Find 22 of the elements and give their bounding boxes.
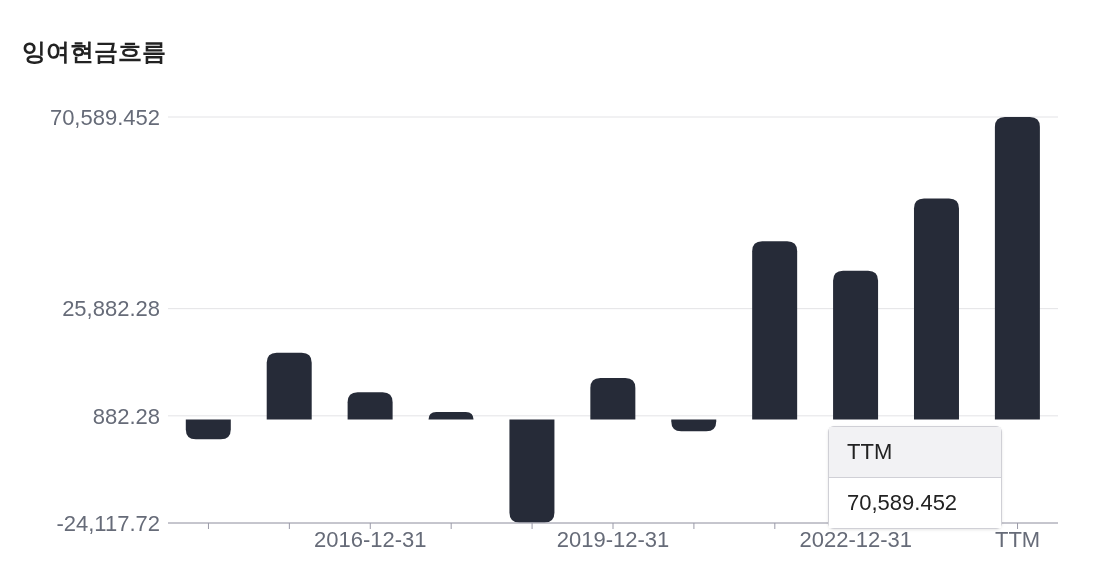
chart-title: 잉여현금흐름 [22,37,166,67]
y-tick-label: 25,882.28 [62,296,160,322]
y-tick-label: -24,117.72 [56,510,160,536]
bar [833,270,879,420]
x-tick-label: 2016-12-31 [314,526,427,552]
tooltip-box: TTM 70,589.452 [828,426,1002,529]
bar [590,378,636,420]
bar [428,411,474,420]
x-tick-label: 2019-12-31 [556,526,670,552]
bar [913,198,959,420]
annotation: TTM [829,427,1001,477]
bar [266,352,312,420]
y-tick-label: 70,589.452 [49,104,160,130]
bar [347,392,393,420]
annotation: 70,589.452 [829,477,1001,528]
x-tick-label: 2022-12-31 [799,526,912,552]
bar [185,419,231,440]
x-tick-label: TTM [994,526,1041,552]
bar [509,419,555,523]
bar [752,241,798,420]
bar [994,117,1040,420]
y-tick-label: 882.28 [92,403,160,429]
